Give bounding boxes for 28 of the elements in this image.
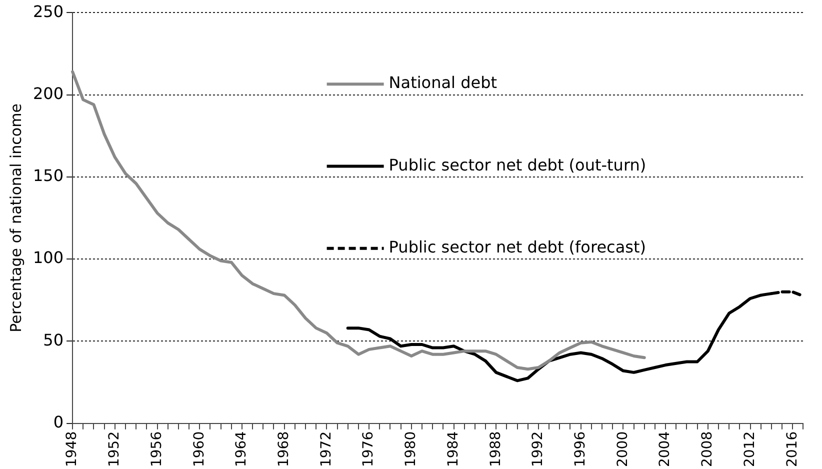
x-tick-label: 1964 <box>234 431 250 468</box>
x-tick-label: 1976 <box>360 431 377 468</box>
y-tick-label: 50 <box>43 330 64 350</box>
x-tick-label: 1996 <box>572 431 588 468</box>
y-tick-label: 200 <box>32 84 64 103</box>
y-axis-title: Percentage of national income <box>6 104 25 332</box>
y-tick-label: 150 <box>32 166 64 186</box>
legend-label: National debt <box>388 73 497 92</box>
x-tick-label: 1980 <box>403 431 420 468</box>
x-tick-label: 1948 <box>64 431 80 468</box>
x-tick-label: 2012 <box>742 431 758 468</box>
x-tick-label: 2004 <box>657 431 674 468</box>
x-tick-label: 1992 <box>530 431 546 468</box>
y-tick-label: 250 <box>32 2 64 21</box>
legend-label: Public sector net debt (out-turn) <box>388 155 646 174</box>
y-tick-label: 100 <box>32 248 64 268</box>
x-tick-label: 1956 <box>148 431 165 468</box>
x-tick-label: 1972 <box>318 431 334 468</box>
x-tick-label: 1988 <box>488 431 504 468</box>
x-tick-label: 1952 <box>106 431 123 468</box>
x-tick-label: 2000 <box>614 431 631 468</box>
y-tick-label: 0 <box>53 412 64 432</box>
x-tick-label: 1984 <box>445 431 462 468</box>
x-tick-label: 1968 <box>276 431 292 468</box>
legend-label: Public sector net debt (forecast) <box>388 238 646 257</box>
x-tick-label: 2016 <box>784 431 800 468</box>
x-tick-label: 1960 <box>191 431 208 468</box>
x-tick-label: 2008 <box>700 431 716 468</box>
